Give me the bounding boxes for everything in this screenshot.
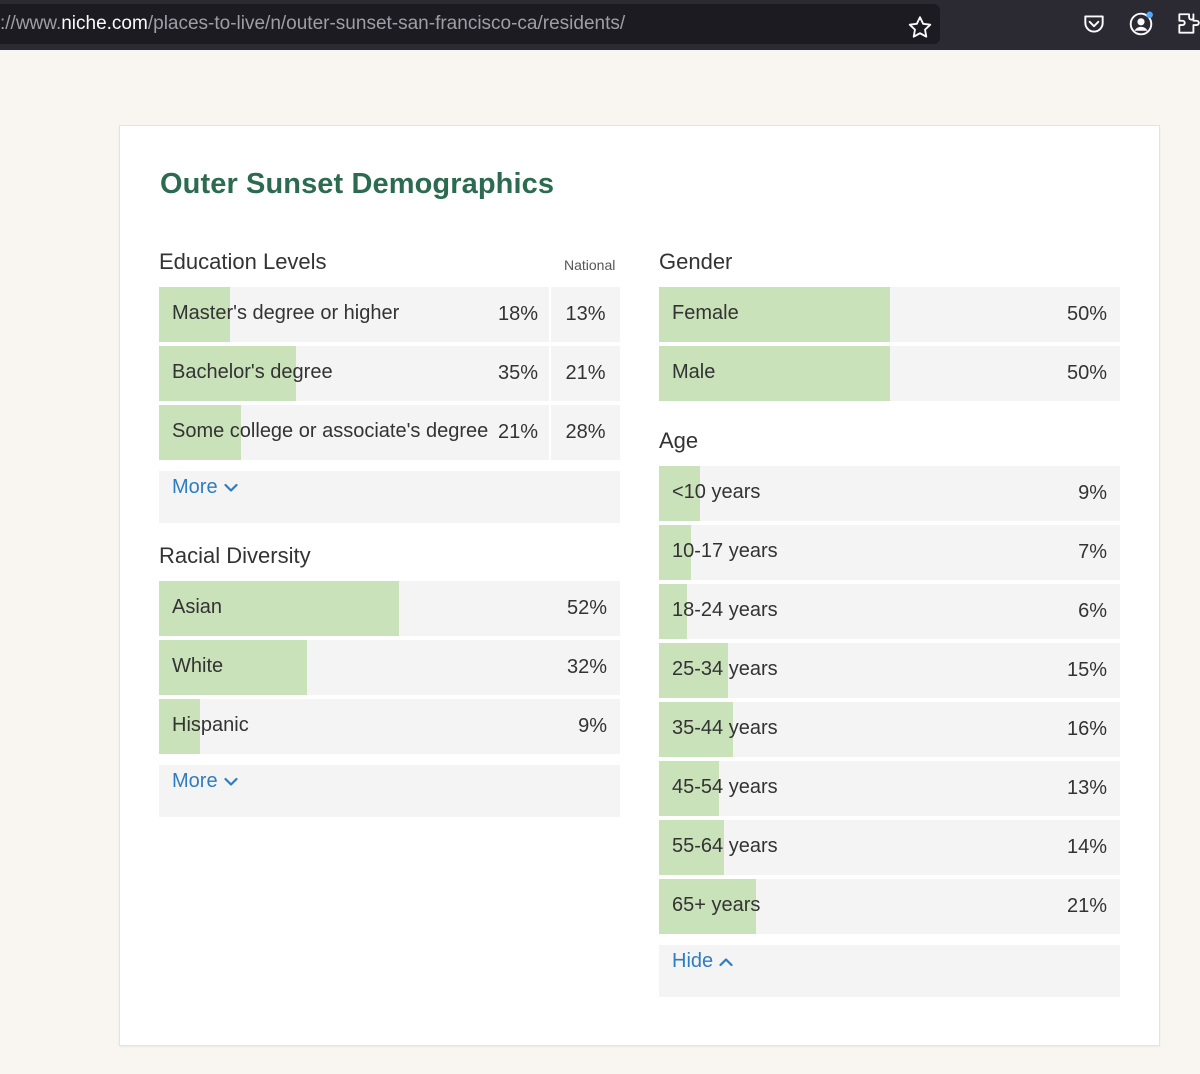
education-list: Master's degree or higher 18% 13% Bachel… [159, 287, 620, 523]
race-row: White 32% [159, 640, 620, 695]
bar-fill [659, 879, 756, 934]
age-title: Age [659, 428, 699, 453]
bar-fill [659, 287, 890, 342]
age-row: 25-34 years 15% [659, 643, 1120, 698]
age-label: 25-34 years [672, 658, 778, 680]
education-more-button[interactable]: More [159, 471, 620, 523]
bar-fill [659, 466, 700, 521]
gender-label: Male [672, 361, 716, 383]
age-row: 45-54 years 13% [659, 761, 1120, 816]
url-text[interactable]: ://www.niche.com/places-to-live/n/outer-… [0, 13, 626, 34]
gender-value: 50% [1066, 362, 1107, 384]
race-value: 32% [566, 656, 607, 678]
bar-fill [159, 405, 241, 460]
bar-fill [159, 581, 399, 636]
account-icon[interactable] [1128, 11, 1154, 37]
education-label: Bachelor's degree [172, 361, 333, 383]
star-icon[interactable] [906, 14, 934, 42]
education-national-value: 21% [549, 346, 620, 401]
age-list: <10 years 9% 10-17 years 7% 18-24 years … [659, 466, 1120, 997]
bar-fill [659, 761, 719, 816]
age-value: 16% [1066, 718, 1107, 740]
education-row: Master's degree or higher 18% 13% [159, 287, 620, 342]
education-label: Some college or associate's degree [172, 420, 489, 442]
demographics-card: Outer Sunset Demographics Education Leve… [119, 125, 1160, 1046]
race-row: Asian 52% [159, 581, 620, 636]
pocket-icon[interactable] [1081, 11, 1107, 37]
age-label: 18-24 years [672, 599, 778, 621]
age-row: 35-44 years 16% [659, 702, 1120, 757]
age-label: <10 years [672, 481, 761, 503]
more-link[interactable]: More [172, 765, 238, 797]
racial-diversity-title: Racial Diversity [159, 543, 311, 568]
bar-fill [659, 346, 890, 401]
browser-toolbar: ://www.niche.com/places-to-live/n/outer-… [0, 0, 1200, 50]
gender-list: Female 50% Male 50% [659, 287, 1120, 405]
age-label: 35-44 years [672, 717, 778, 739]
bar-fill [159, 640, 307, 695]
age-row: 65+ years 21% [659, 879, 1120, 934]
hide-link[interactable]: Hide [672, 945, 733, 977]
racial-more-button[interactable]: More [159, 765, 620, 817]
gender-row: Male 50% [659, 346, 1120, 401]
education-row: Bachelor's degree 35% 21% [159, 346, 620, 401]
chevron-down-icon [223, 777, 238, 786]
age-row: 18-24 years 6% [659, 584, 1120, 639]
extensions-icon[interactable] [1175, 11, 1200, 37]
race-label: Asian [172, 596, 223, 618]
education-value: 21% [497, 421, 538, 443]
age-value: 6% [1078, 600, 1107, 622]
age-row: <10 years 9% [659, 466, 1120, 521]
bar-fill [159, 287, 230, 342]
bar-fill [159, 699, 200, 754]
age-value: 7% [1078, 541, 1107, 563]
age-value: 21% [1066, 895, 1107, 917]
bar-fill [659, 820, 724, 875]
age-row: 55-64 years 14% [659, 820, 1120, 875]
race-value: 9% [578, 715, 607, 737]
education-title: Education Levels [159, 249, 327, 274]
more-link[interactable]: More [172, 471, 238, 503]
gender-row: Female 50% [659, 287, 1120, 342]
age-label: 55-64 years [672, 835, 778, 857]
bar-fill [659, 702, 733, 757]
age-value: 14% [1066, 836, 1107, 858]
race-row: Hispanic 9% [159, 699, 620, 754]
age-label: 45-54 years [672, 776, 778, 798]
gender-value: 50% [1066, 303, 1107, 325]
race-label: White [172, 655, 224, 677]
age-value: 9% [1078, 482, 1107, 504]
age-value: 13% [1066, 777, 1107, 799]
bar-fill [659, 584, 687, 639]
education-value: 18% [497, 303, 538, 325]
chevron-down-icon [223, 483, 238, 492]
gender-label: Female [672, 302, 739, 324]
url-bar[interactable]: ://www.niche.com/places-to-live/n/outer-… [0, 4, 940, 44]
national-column-header: National [564, 257, 616, 273]
age-row: 10-17 years 7% [659, 525, 1120, 580]
race-value: 52% [566, 597, 607, 619]
age-value: 15% [1066, 659, 1107, 681]
education-label: Master's degree or higher [172, 302, 400, 324]
gender-title: Gender [659, 249, 733, 274]
education-national-value: 28% [549, 405, 620, 460]
chevron-up-icon [719, 958, 733, 966]
race-label: Hispanic [172, 714, 249, 736]
education-row: Some college or associate's degree 21% 2… [159, 405, 620, 460]
education-national-value: 13% [549, 287, 620, 342]
bar-fill [659, 525, 691, 580]
racial-diversity-list: Asian 52% White 32% Hispanic 9% More [159, 581, 620, 817]
page-title: Outer Sunset Demographics [160, 168, 555, 200]
age-label: 10-17 years [672, 540, 778, 562]
bar-fill [159, 346, 296, 401]
education-value: 35% [497, 362, 538, 384]
age-label: 65+ years [672, 894, 761, 916]
age-hide-button[interactable]: Hide [659, 945, 1120, 997]
bar-fill [659, 643, 728, 698]
